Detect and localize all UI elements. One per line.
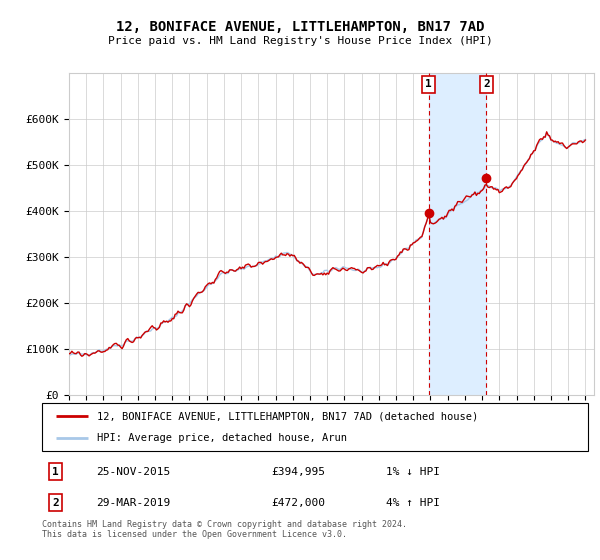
Text: 1: 1 [425, 80, 432, 89]
Text: 2: 2 [483, 80, 490, 89]
Bar [429, 73, 487, 395]
Text: Contains HM Land Registry data © Crown copyright and database right 2024.
This d: Contains HM Land Registry data © Crown c… [42, 520, 407, 539]
FancyBboxPatch shape [42, 403, 588, 451]
Text: 12, BONIFACE AVENUE, LITTLEHAMPTON, BN17 7AD (detached house): 12, BONIFACE AVENUE, LITTLEHAMPTON, BN17… [97, 411, 478, 421]
Text: 1: 1 [52, 467, 59, 477]
Text: 1% ↓ HPI: 1% ↓ HPI [386, 467, 440, 477]
Text: 4% ↑ HPI: 4% ↑ HPI [386, 498, 440, 507]
Text: 29-MAR-2019: 29-MAR-2019 [97, 498, 171, 507]
Text: 12, BONIFACE AVENUE, LITTLEHAMPTON, BN17 7AD: 12, BONIFACE AVENUE, LITTLEHAMPTON, BN17… [116, 20, 484, 34]
Text: 25-NOV-2015: 25-NOV-2015 [97, 467, 171, 477]
Text: Price paid vs. HM Land Registry's House Price Index (HPI): Price paid vs. HM Land Registry's House … [107, 36, 493, 46]
Text: £472,000: £472,000 [271, 498, 325, 507]
Text: £394,995: £394,995 [271, 467, 325, 477]
Text: 2: 2 [52, 498, 59, 507]
Text: HPI: Average price, detached house, Arun: HPI: Average price, detached house, Arun [97, 433, 347, 443]
